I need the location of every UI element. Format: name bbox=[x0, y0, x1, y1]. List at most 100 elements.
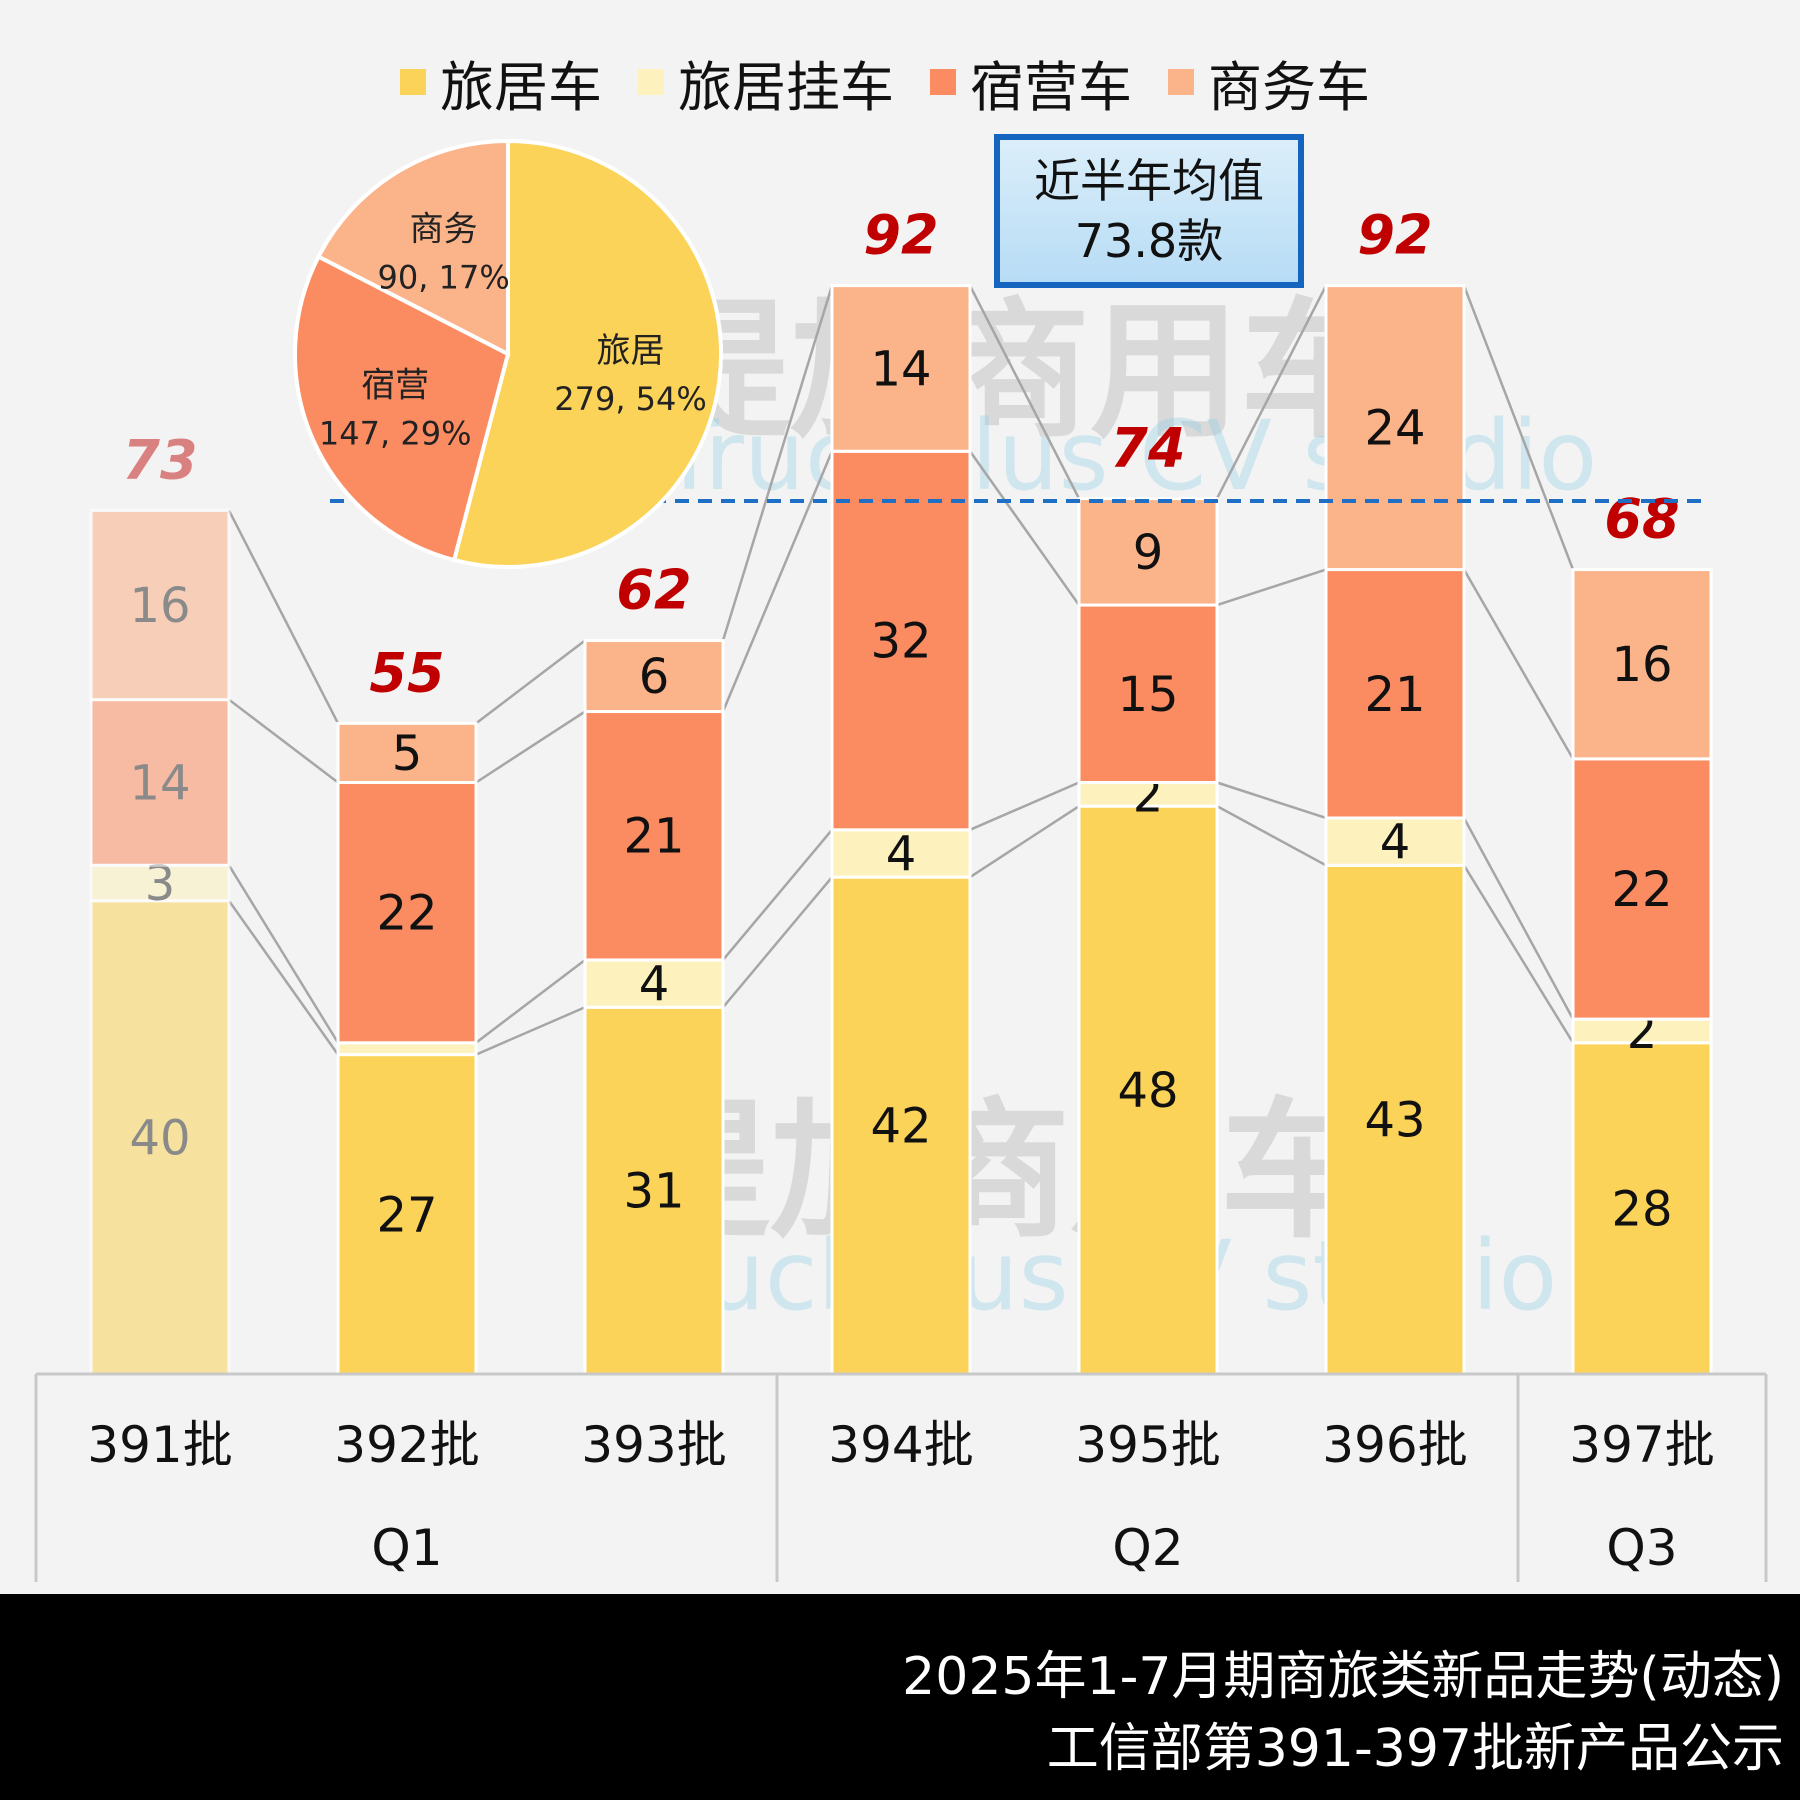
legend-item-business: 商务车 bbox=[1168, 43, 1370, 122]
total-label: 92 bbox=[863, 204, 938, 267]
bar-segment bbox=[1571, 757, 1713, 1021]
bar-segment bbox=[336, 781, 478, 1045]
connector-line bbox=[1216, 805, 1327, 867]
x-tick-label: 393批 bbox=[581, 1416, 726, 1474]
data-label: 48 bbox=[1117, 1063, 1178, 1119]
total-label: 74 bbox=[1110, 417, 1185, 480]
data-label: 21 bbox=[623, 809, 684, 865]
legend-swatch-rv-trailer bbox=[638, 69, 664, 95]
x-tick-label: 395批 bbox=[1075, 1416, 1220, 1474]
connector-line bbox=[475, 1006, 586, 1056]
bar-segment bbox=[1077, 497, 1219, 607]
legend-label-business: 商务车 bbox=[1208, 55, 1370, 119]
data-label: 9 bbox=[1133, 525, 1164, 581]
data-label: 21 bbox=[1364, 667, 1425, 723]
footer-title: 2025年1-7月期商旅类新品走势(动态) bbox=[902, 1647, 1784, 1707]
pie-slice-label: 旅居 bbox=[597, 331, 665, 371]
stacked-bar-chart: 4031416732722555314216624243214924821597… bbox=[34, 138, 1768, 1582]
data-label: 4 bbox=[1380, 815, 1411, 871]
x-tick-label: 392批 bbox=[334, 1416, 479, 1474]
average-callout-value: 73.8款 bbox=[1074, 214, 1224, 268]
watermark-cn-bottom: 提加商用车 bbox=[620, 1085, 1371, 1259]
bar-segment bbox=[830, 284, 972, 453]
bar-segment bbox=[583, 710, 725, 962]
data-label: 31 bbox=[623, 1164, 684, 1220]
connector-line bbox=[1216, 568, 1327, 607]
data-label: 15 bbox=[1117, 667, 1178, 723]
total-label: 68 bbox=[1604, 488, 1679, 551]
group-label: Q3 bbox=[1606, 1519, 1677, 1577]
pie-slice bbox=[315, 138, 510, 358]
bar-segment bbox=[336, 1041, 478, 1057]
bar-segment bbox=[336, 1053, 478, 1376]
connector-line bbox=[1462, 568, 1575, 760]
data-label: 16 bbox=[129, 578, 190, 634]
connector-line bbox=[475, 958, 586, 1044]
connector-line bbox=[228, 698, 339, 784]
bar-segment bbox=[1324, 863, 1466, 1376]
bar-segment bbox=[1324, 816, 1466, 867]
data-label: 4 bbox=[886, 826, 917, 882]
average-callout-title: 近半年均值 bbox=[1034, 154, 1264, 208]
connector-line bbox=[969, 781, 1080, 831]
total-label: 73 bbox=[122, 428, 197, 491]
total-label: 92 bbox=[1357, 204, 1432, 267]
connector-line bbox=[227, 509, 340, 724]
connector-line bbox=[1462, 817, 1575, 1020]
connector-line bbox=[475, 639, 586, 725]
legend-item-rv-trailer: 旅居挂车 bbox=[638, 43, 894, 122]
footer-subtitle: 工信部第391-397批新产品公示 bbox=[1046, 1719, 1784, 1779]
bar-segment bbox=[583, 639, 725, 714]
bar-segment bbox=[1077, 804, 1219, 1376]
bar-segment bbox=[583, 1005, 725, 1376]
connector-line bbox=[1462, 285, 1575, 571]
legend-swatch-rv bbox=[400, 69, 426, 95]
bar-segment bbox=[1571, 1041, 1713, 1376]
pie-slice-value: 147, 29% bbox=[319, 414, 472, 452]
data-label: 5 bbox=[392, 726, 423, 782]
data-label: 4 bbox=[639, 957, 670, 1013]
bar-segment bbox=[830, 449, 972, 832]
pie-slice-value: 279, 54% bbox=[554, 380, 707, 418]
connector-line bbox=[969, 805, 1080, 879]
connector-line bbox=[1215, 285, 1328, 500]
bar-segment bbox=[830, 875, 972, 1376]
average-callout: 近半年均值 73.8款 bbox=[994, 134, 1304, 288]
connector-line bbox=[722, 876, 833, 1009]
data-label: 28 bbox=[1611, 1181, 1672, 1237]
connector-line bbox=[227, 864, 340, 1044]
data-label: 32 bbox=[870, 614, 931, 670]
chart-legend: 旅居车 旅居挂车 宿营车 商务车 bbox=[400, 52, 1406, 119]
legend-label-rv: 旅居车 bbox=[440, 55, 602, 119]
connector-line bbox=[475, 710, 586, 784]
x-tick-label: 394批 bbox=[828, 1416, 973, 1474]
bar-segment bbox=[89, 508, 231, 702]
bar-segment bbox=[336, 721, 478, 784]
bar-segment bbox=[89, 698, 231, 867]
bar-segment bbox=[1324, 284, 1466, 572]
connector-line bbox=[968, 450, 1081, 606]
legend-item-camper: 宿营车 bbox=[930, 43, 1132, 122]
legend-swatch-business bbox=[1168, 69, 1194, 95]
pie-slice-value: 90, 17% bbox=[378, 259, 510, 297]
total-label: 62 bbox=[616, 559, 691, 622]
data-label: 24 bbox=[1364, 401, 1425, 457]
connector-line bbox=[1462, 864, 1575, 1044]
legend-label-camper: 宿营车 bbox=[970, 55, 1132, 119]
connector-line bbox=[227, 900, 340, 1056]
connector-line bbox=[722, 829, 833, 961]
total-label: 55 bbox=[369, 641, 444, 704]
data-label: 42 bbox=[870, 1099, 931, 1155]
data-label: 27 bbox=[376, 1187, 437, 1243]
legend-label-rv-trailer: 旅居挂车 bbox=[678, 55, 894, 119]
data-label: 43 bbox=[1364, 1093, 1425, 1149]
legend-swatch-camper bbox=[930, 69, 956, 95]
pie-slice-label: 商务 bbox=[410, 210, 478, 250]
connector-line bbox=[968, 285, 1081, 500]
pie-slice bbox=[293, 253, 511, 563]
bar-segment bbox=[1324, 568, 1466, 820]
group-label: Q2 bbox=[1112, 1519, 1183, 1577]
data-label: 22 bbox=[376, 886, 437, 942]
data-label: 22 bbox=[1611, 862, 1672, 918]
